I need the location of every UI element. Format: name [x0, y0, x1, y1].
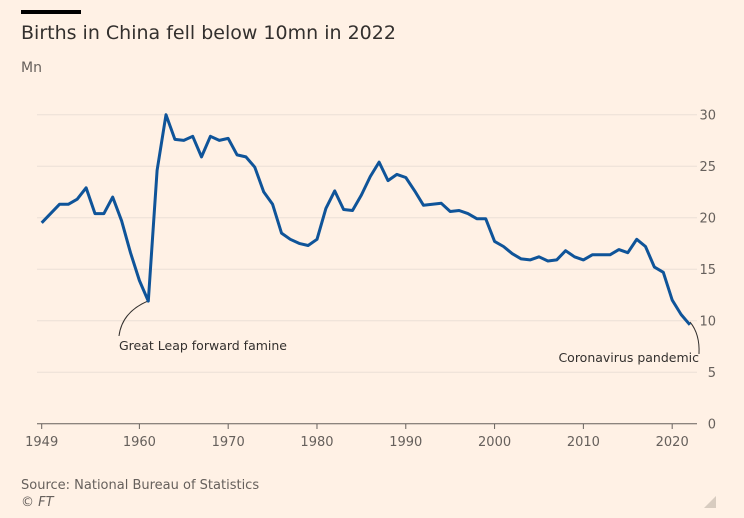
y-tick-label: 30 [699, 109, 716, 124]
chart-title: Births in China fell below 10mn in 2022 [21, 22, 396, 44]
y-tick-label: 5 [708, 366, 716, 381]
x-tick-label: 1970 [212, 435, 245, 450]
x-tick-label: 1960 [123, 435, 156, 450]
births-line [40, 113, 692, 326]
y-tick-label: 25 [699, 160, 716, 175]
annotation-leader-famine [118, 300, 149, 337]
y-tick-label: 15 [699, 263, 716, 278]
annotation-pandemic: Coronavirus pandemic [558, 350, 699, 365]
x-tick-label: 1990 [389, 435, 422, 450]
resize-handle[interactable] [704, 496, 716, 508]
annotation-leader-pandemic [689, 321, 700, 355]
x-tick-label: 2020 [656, 435, 689, 450]
y-tick-label: 10 [699, 315, 716, 330]
x-tick-label: 2000 [478, 435, 511, 450]
x-tick-label: 1980 [300, 435, 333, 450]
y-tick-label: 0 [708, 418, 716, 433]
title-accent-bar [21, 10, 81, 14]
source-note: Source: National Bureau of Statistics [21, 478, 260, 493]
y-tick-label: 20 [699, 212, 716, 227]
x-tick-label: 1949 [25, 435, 58, 450]
annotation-famine: Great Leap forward famine [119, 338, 287, 353]
x-tick-label: 2010 [567, 435, 600, 450]
copyright: © FT [21, 495, 54, 510]
y-axis-unit: Mn [21, 60, 42, 76]
